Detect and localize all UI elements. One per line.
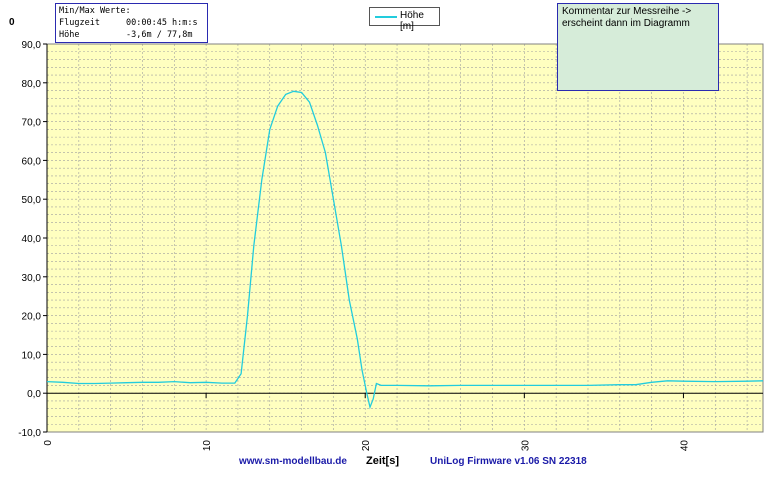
- x-tick-label: 40: [679, 440, 690, 452]
- y-tick-label: 90,0: [22, 40, 42, 51]
- tick-labels: -10,0 0,0 10,0 20,0 30,0 40,0 50,0 60,0 70,0 80,0…: [18, 40, 690, 451]
- y-tick-label: 30,0: [22, 273, 42, 284]
- y-tick-label: 0,0: [27, 389, 41, 400]
- altitude-label: Höhe: [59, 30, 80, 40]
- x-tick-label: 30: [520, 440, 531, 452]
- flight-time-value: 00:00:45 h:m:s: [126, 18, 198, 28]
- x-tick-label: 10: [202, 440, 213, 452]
- website-link[interactable]: www.sm-modellbau.de: [239, 456, 347, 467]
- y-tick-label: 70,0: [22, 118, 42, 129]
- series-line-hoehe: [46, 90, 764, 410]
- series: [46, 90, 764, 410]
- x-axis-label: Zeit[s]: [366, 455, 399, 467]
- minmax-info-box: Min/Max Werte: Flugzeit 00:00:45 h:m:s H…: [55, 3, 208, 43]
- y-tick-label: 60,0: [22, 156, 42, 167]
- y-tick-label: 10,0: [22, 350, 42, 361]
- comment-line-1: Kommentar zur Messreihe ->: [562, 6, 692, 17]
- comment-box: Kommentar zur Messreihe -> erscheint dan…: [557, 3, 719, 91]
- minmax-heading: Min/Max Werte:: [59, 6, 131, 16]
- legend-label: Höhe [m]: [400, 10, 424, 32]
- top-left-mark: 0: [9, 17, 15, 28]
- y-tick-label: 50,0: [22, 195, 42, 206]
- axes: [43, 43, 764, 433]
- comment-line-2: erscheint dann im Diagramm: [562, 18, 690, 29]
- y-tick-label: -10,0: [18, 428, 41, 439]
- y-tick-label: 20,0: [22, 312, 42, 323]
- legend-swatch: [375, 16, 397, 18]
- grid: [46, 43, 763, 433]
- firmware-info: UniLog Firmware v1.06 SN 22318: [430, 456, 587, 467]
- x-tick-label: 20: [361, 440, 372, 452]
- y-tick-label: 80,0: [22, 79, 42, 90]
- x-tick-label: 0: [43, 440, 54, 446]
- legend: Höhe [m]: [369, 7, 440, 32]
- flight-time-label: Flugzeit: [59, 18, 100, 28]
- y-tick-label: 40,0: [22, 234, 42, 245]
- altitude-value: -3,6m / 77,8m: [126, 30, 193, 40]
